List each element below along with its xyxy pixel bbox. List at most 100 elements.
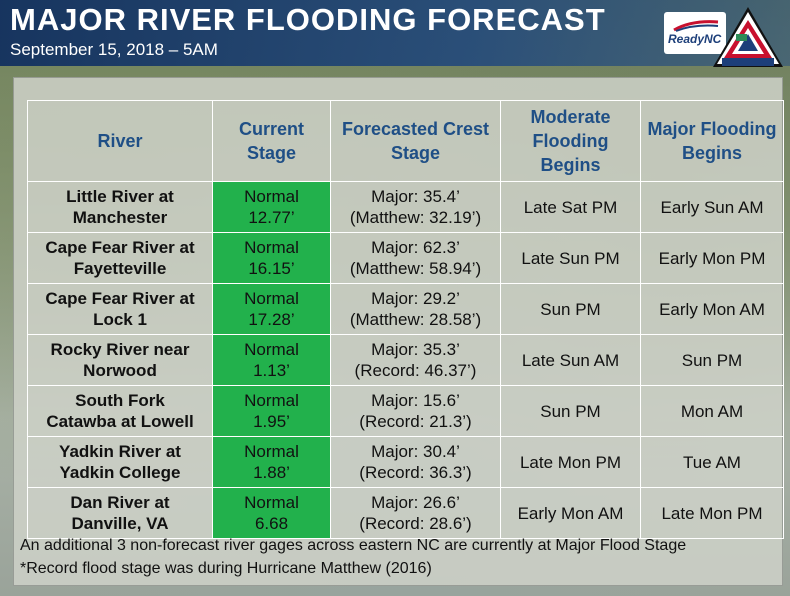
crest-stage-cell: Major: 30.4’ (Record: 36.3’)	[330, 436, 501, 488]
major-flooding-cell-text: Mon AM	[680, 401, 744, 421]
major-flooding-cell-text: Late Mon PM	[661, 503, 763, 523]
crest-stage-cell: Major: 35.3’ (Record: 46.37’)	[330, 334, 501, 386]
crest-stage-cell-text: (Matthew: 28.58’)	[349, 310, 482, 329]
major-flooding-cell-text: Tue AM	[683, 452, 741, 472]
current-stage-cell-text: Normal	[244, 442, 299, 461]
crest-stage-cell-text: Major: 35.3’	[371, 340, 460, 359]
column-header-crest-stage: Forecasted Crest Stage	[330, 100, 501, 182]
current-stage-cell: Normal 1.95’	[212, 385, 331, 437]
crest-stage-cell-text: (Record: 46.37’)	[354, 361, 477, 380]
table-row: South Fork Catawba at Lowell Normal 1.95’ Ma…	[27, 385, 784, 437]
current-stage-cell: Normal 16.15’	[212, 232, 331, 284]
major-flooding-cell: Early Mon PM	[640, 232, 784, 284]
major-flooding-cell: Tue AM	[640, 436, 784, 488]
river-name-cell: Yadkin River at Yadkin College	[27, 436, 213, 488]
moderate-flooding-cell: Late Sat PM	[500, 181, 641, 233]
major-flooding-cell: Early Sun AM	[640, 181, 784, 233]
crest-stage-cell-text: Major: 15.6’	[371, 391, 460, 410]
moderate-flooding-cell: Late Sun AM	[500, 334, 641, 386]
major-flooding-cell: Sun PM	[640, 334, 784, 386]
moderate-flooding-cell: Late Sun PM	[500, 232, 641, 284]
major-flooding-cell-text: Early Mon PM	[658, 248, 766, 268]
crest-stage-cell-text: (Record: 36.3’)	[359, 463, 472, 482]
emergency-management-logo	[713, 7, 783, 67]
crest-stage-cell-text: (Record: 28.6’)	[359, 514, 472, 533]
river-name-cell-text: Yadkin River at	[59, 442, 181, 461]
river-name-cell-text: Norwood	[83, 361, 157, 380]
moderate-flooding-cell-text: Late Mon PM	[519, 452, 622, 472]
current-stage-cell: Normal 17.28’	[212, 283, 331, 335]
river-name-cell-text: Yadkin College	[59, 463, 181, 482]
forecast-table: River Current Stage Forecasted Crest Sta…	[27, 100, 784, 539]
current-stage-cell-text: Normal	[244, 493, 299, 512]
current-stage-cell-text: Normal	[244, 391, 299, 410]
crest-stage-cell: Major: 29.2’ (Matthew: 28.58’)	[330, 283, 501, 335]
current-stage-cell-text: Normal	[244, 238, 299, 257]
table-row: Little River at Manchester Normal 12.77’ Maj…	[27, 181, 784, 233]
river-name-cell: Cape Fear River at Fayetteville	[27, 232, 213, 284]
river-name-cell-text: Danville, VA	[71, 514, 169, 533]
river-name-cell-text: Cape Fear River at	[45, 289, 195, 308]
current-stage-cell-text: 1.95’	[253, 412, 290, 431]
river-name-cell-text: Lock 1	[93, 310, 147, 329]
column-header-moderate: Moderate Flooding Begins	[500, 100, 641, 182]
moderate-flooding-cell: Early Mon AM	[500, 487, 641, 539]
column-header-river: River	[27, 100, 213, 182]
major-flooding-cell-text: Early Sun AM	[660, 197, 764, 217]
river-name-cell-text: Fayetteville	[73, 259, 167, 278]
major-flooding-cell: Early Mon AM	[640, 283, 784, 335]
crest-stage-cell-text: Major: 30.4’	[371, 442, 460, 461]
crest-stage-cell-text: Major: 26.6’	[371, 493, 460, 512]
moderate-flooding-cell-text: Sun PM	[540, 299, 601, 319]
current-stage-cell: Normal 1.13’	[212, 334, 331, 386]
ready-nc-swoosh-icon	[673, 20, 719, 32]
crest-stage-cell-text: (Record: 21.3’)	[359, 412, 472, 431]
current-stage-cell-text: Normal	[244, 289, 299, 308]
current-stage-cell-text: Normal	[244, 340, 299, 359]
river-name-cell-text: Manchester	[72, 208, 168, 227]
moderate-flooding-cell-text: Early Mon AM	[517, 503, 624, 523]
river-name-cell-text: Catawba at Lowell	[46, 412, 194, 431]
crest-stage-cell-text: (Matthew: 32.19’)	[349, 208, 482, 227]
current-stage-cell-text: 12.77’	[248, 208, 295, 227]
river-name-cell: Rocky River near Norwood	[27, 334, 213, 386]
moderate-flooding-cell: Sun PM	[500, 283, 641, 335]
river-name-cell: Cape Fear River at Lock 1	[27, 283, 213, 335]
ready-nc-logo-text: ReadyNC	[668, 32, 722, 46]
current-stage-cell-text: 1.88’	[253, 463, 290, 482]
river-name-cell: South Fork Catawba at Lowell	[27, 385, 213, 437]
current-stage-cell: Normal 6.68	[212, 487, 331, 539]
moderate-flooding-cell-text: Late Sat PM	[523, 197, 618, 217]
column-header-current-stage: Current Stage	[212, 100, 331, 182]
major-flooding-cell-text: Sun PM	[681, 350, 743, 370]
table-row: Yadkin River at Yadkin College Normal 1.88’…	[27, 436, 784, 488]
river-name-cell: Dan River at Danville, VA	[27, 487, 213, 539]
ready-nc-logo: ReadyNC	[664, 12, 726, 54]
current-stage-cell-text: Normal	[244, 187, 299, 206]
major-flooding-cell-text: Early Mon AM	[659, 299, 765, 319]
table-row: Cape Fear River at Lock 1 Normal 17.28’ Majo…	[27, 283, 784, 335]
major-flooding-cell: Late Mon PM	[640, 487, 784, 539]
river-name-cell: Little River at Manchester	[27, 181, 213, 233]
major-flooding-cell: Mon AM	[640, 385, 784, 437]
moderate-flooding-cell: Late Mon PM	[500, 436, 641, 488]
footnote-record-stage: *Record flood stage was during Hurricane…	[20, 560, 432, 577]
river-name-cell-text: Cape Fear River at	[45, 238, 195, 257]
river-name-cell-text: Dan River at	[70, 493, 170, 512]
current-stage-cell: Normal 1.88’	[212, 436, 331, 488]
river-name-cell-text: Little River at	[66, 187, 174, 206]
table-row: Dan River at Danville, VA Normal 6.68 Major:…	[27, 487, 784, 539]
page-title: MAJOR RIVER FLOODING FORECAST	[10, 2, 606, 37]
current-stage-cell-text: 16.15’	[248, 259, 295, 278]
crest-stage-cell-text: Major: 35.4’	[371, 187, 460, 206]
river-name-cell-text: South Fork	[75, 391, 165, 410]
forecast-panel: River Current Stage Forecasted Crest Sta…	[13, 77, 784, 586]
table-row: Cape Fear River at Fayetteville Normal 16.1…	[27, 232, 784, 284]
crest-stage-cell-text: Major: 62.3’	[371, 238, 460, 257]
current-stage-cell-text: 17.28’	[248, 310, 295, 329]
river-name-cell-text: Rocky River near	[50, 340, 190, 359]
footnote-additional-gages: An additional 3 non-forecast river gages…	[20, 537, 687, 554]
crest-stage-cell: Major: 62.3’ (Matthew: 58.94’)	[330, 232, 501, 284]
moderate-flooding-cell-text: Late Sun AM	[521, 350, 620, 370]
current-stage-cell-text: 1.13’	[253, 361, 290, 380]
